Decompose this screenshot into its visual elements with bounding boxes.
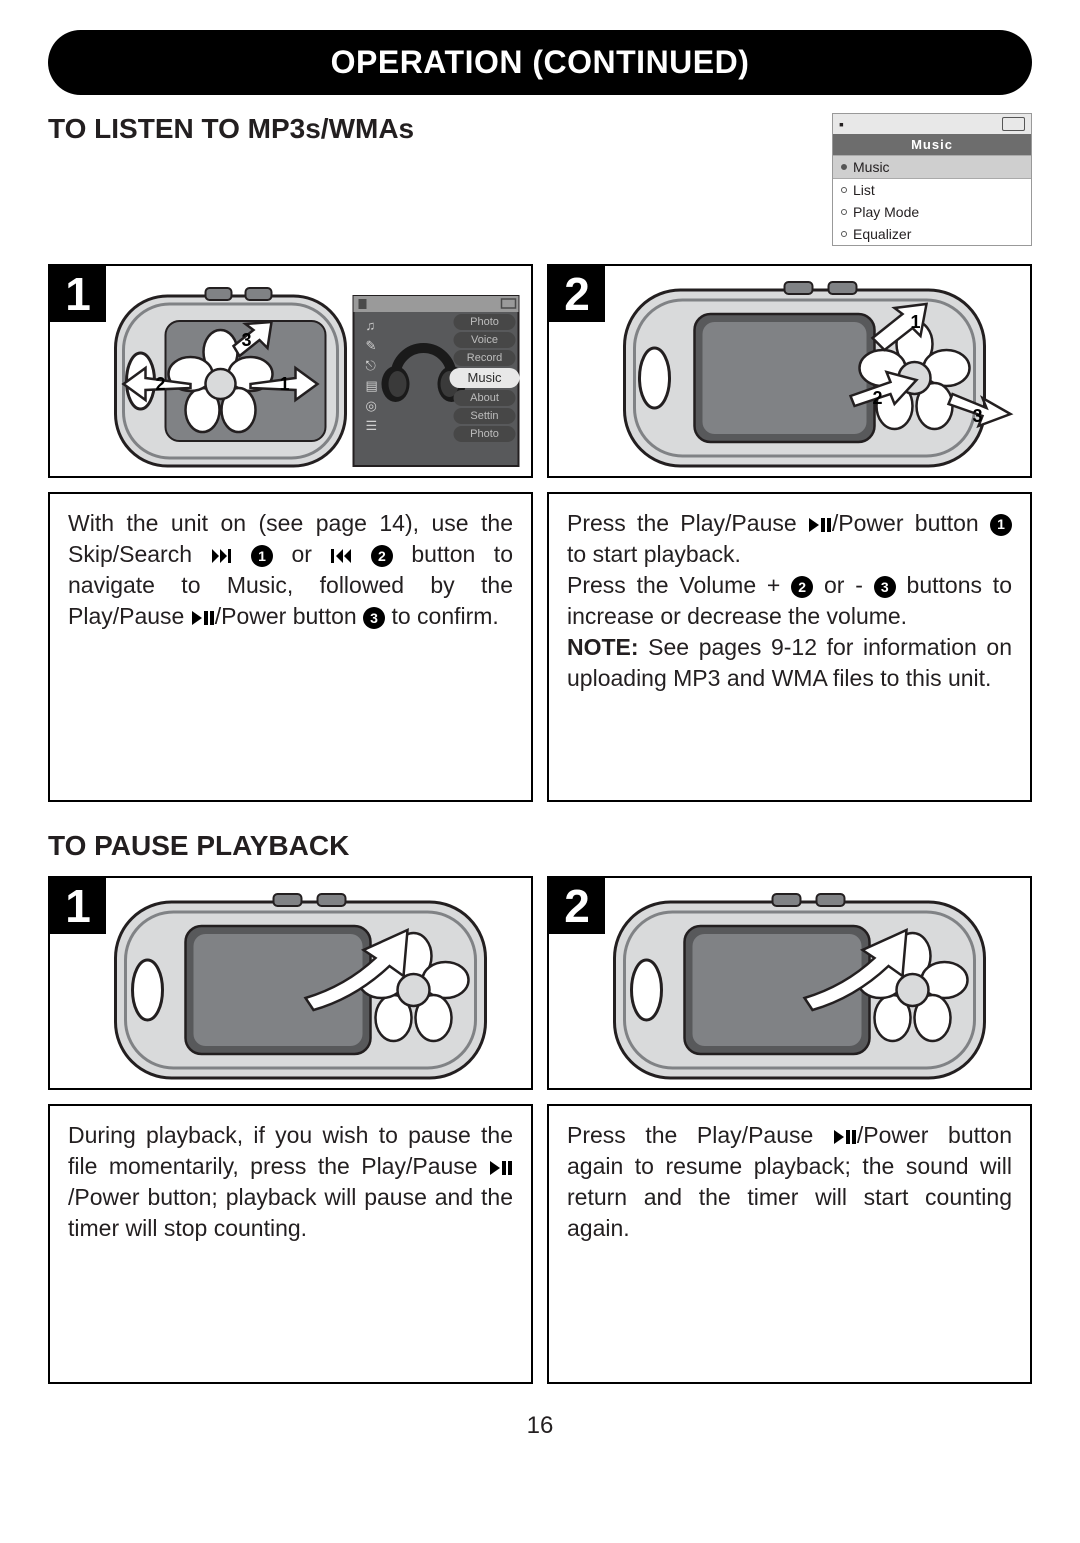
menu-item-music: Music	[833, 155, 1031, 179]
step-number: 1	[50, 878, 106, 934]
skip-back-icon	[330, 547, 352, 565]
svg-text:1: 1	[911, 312, 921, 332]
svg-text:3: 3	[242, 330, 252, 350]
svg-text:Record: Record	[467, 352, 502, 364]
menu-title: Music	[833, 134, 1031, 155]
menu-statusbar: ▪	[833, 114, 1031, 134]
page-header: OPERATION (CONTINUED)	[48, 30, 1032, 95]
section2-step1-diagram: 1	[48, 876, 533, 1090]
menu-item-playmode: Play Mode	[833, 201, 1031, 223]
section2-step2-text: Press the Play/Pause /Power button again…	[547, 1104, 1032, 1384]
section1-step1-text: With the unit on (see page 14), use the …	[48, 492, 533, 802]
device-illustration-4	[549, 878, 1030, 1088]
card-icon: ▪	[839, 116, 844, 132]
menu-item-list: List	[833, 179, 1031, 201]
circled-3-icon: 3	[874, 576, 896, 598]
section2-diagrams: 1 2	[48, 876, 1032, 1090]
svg-text:Settin: Settin	[470, 410, 498, 422]
svg-text:2: 2	[156, 374, 166, 394]
play-pause-icon	[489, 1159, 513, 1177]
svg-text:Music: Music	[468, 370, 502, 385]
note-label: NOTE:	[567, 634, 639, 660]
svg-text:⎋: ⎋	[366, 358, 376, 373]
svg-text:Photo: Photo	[470, 316, 499, 328]
page-number: 16	[48, 1412, 1032, 1440]
device-illustration-3	[50, 878, 531, 1088]
device-illustration-1: 1 2 3 ♫ ✎ ⎋ ▤ ◎ ☰	[50, 266, 531, 476]
svg-text:☰: ☰	[366, 418, 378, 433]
circled-2-icon: 2	[371, 545, 393, 567]
circled-1-icon: 1	[251, 545, 273, 567]
section1-heading-row: TO LISTEN TO MP3s/WMAs ▪ Music Music Lis…	[48, 113, 1032, 246]
svg-text:Photo: Photo	[470, 428, 499, 440]
svg-text:◎: ◎	[366, 398, 377, 413]
svg-text:✎: ✎	[366, 338, 377, 353]
circled-3-icon: 3	[363, 607, 385, 629]
svg-text:About: About	[470, 392, 499, 404]
step-number: 2	[549, 266, 605, 322]
circled-1-icon: 1	[990, 514, 1012, 536]
section2-heading: TO PAUSE PLAYBACK	[48, 830, 1032, 862]
section1-text-row: With the unit on (see page 14), use the …	[48, 492, 1032, 802]
play-pause-icon	[808, 516, 832, 534]
section1-diagrams: 1	[48, 264, 1032, 478]
circled-2-icon: 2	[791, 576, 813, 598]
section2-step1-text: During playback, if you wish to pause th…	[48, 1104, 533, 1384]
section2-step2-diagram: 2	[547, 876, 1032, 1090]
svg-text:2: 2	[873, 388, 883, 408]
step-number: 2	[549, 878, 605, 934]
step-number: 1	[50, 266, 106, 322]
section1-step2-text: Press the Play/Pause /Power button 1 to …	[547, 492, 1032, 802]
section1-step1-diagram: 1	[48, 264, 533, 478]
menu-screenshot: ▪ Music Music List Play Mode Equalizer	[832, 113, 1032, 246]
section2-text-row: During playback, if you wish to pause th…	[48, 1104, 1032, 1384]
play-pause-icon	[833, 1128, 857, 1146]
section1-heading: TO LISTEN TO MP3s/WMAs	[48, 113, 812, 145]
svg-text:3: 3	[973, 406, 983, 426]
play-pause-icon	[191, 609, 215, 627]
svg-text:▤: ▤	[366, 378, 378, 393]
battery-icon	[1002, 117, 1025, 131]
section1-step2-diagram: 2	[547, 264, 1032, 478]
svg-text:♫: ♫	[366, 318, 376, 333]
skip-fwd-icon	[211, 547, 233, 565]
device-illustration-2: 1 2 3	[549, 266, 1030, 476]
svg-text:Voice: Voice	[471, 334, 498, 346]
menu-item-equalizer: Equalizer	[833, 223, 1031, 245]
svg-text:1: 1	[280, 374, 290, 394]
